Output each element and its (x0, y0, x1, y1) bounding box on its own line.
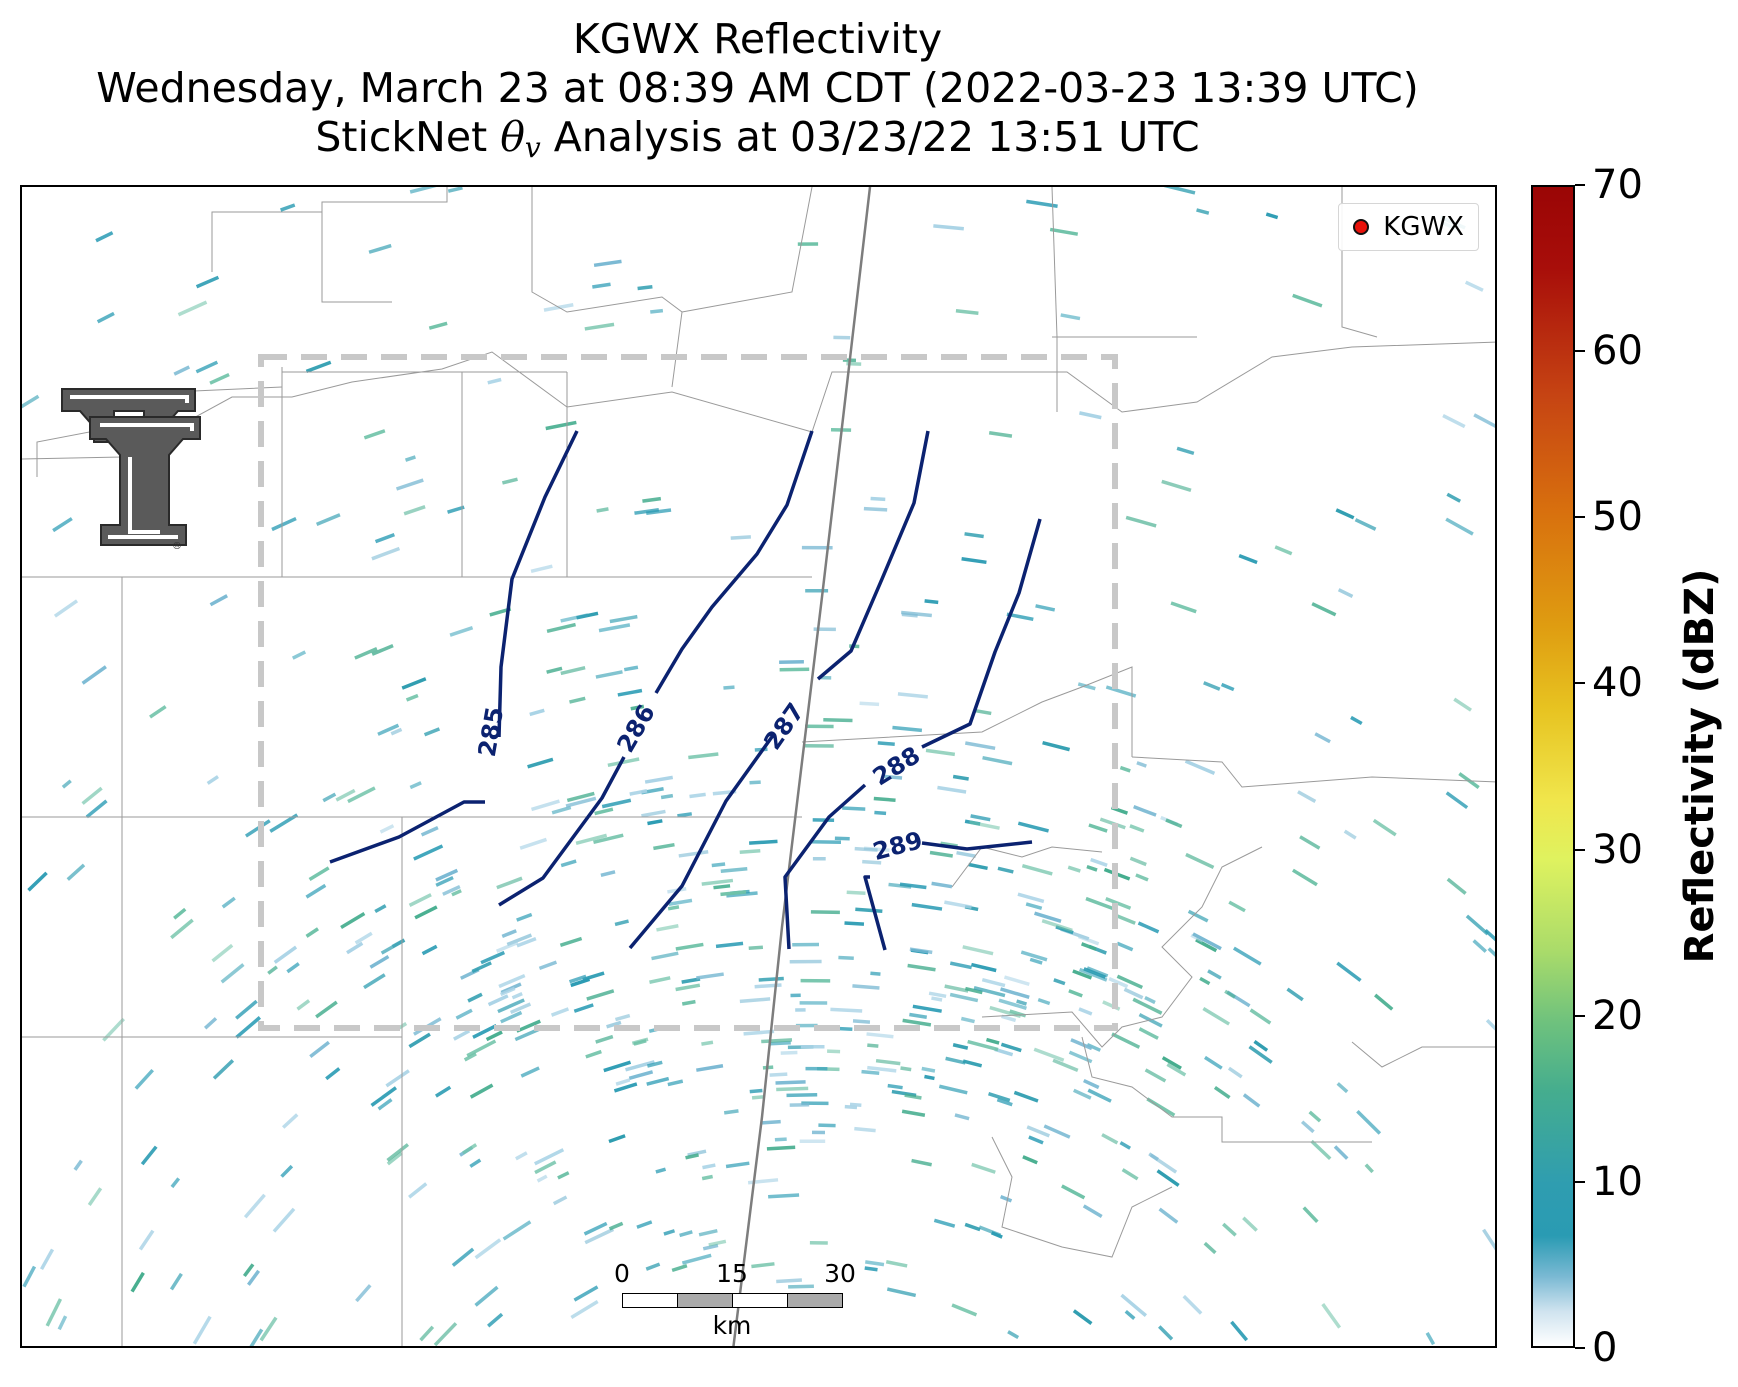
scale-tick-15: 15 (716, 1259, 748, 1288)
title-line-2: Wednesday, March 23 at 08:39 AM CDT (202… (96, 64, 1419, 112)
colorbar-tick-label: 70 (1592, 162, 1643, 208)
colorbar-label: Reflectivity (dBZ) (1677, 568, 1723, 964)
scale-segment-3 (732, 1293, 788, 1308)
title-suffix: Analysis at 03/23/22 13:51 UTC (553, 113, 1200, 161)
colorbar-tick-mark (1575, 1347, 1585, 1349)
colorbar-tick-label: 10 (1592, 1158, 1643, 1205)
analysis-domain-box (258, 354, 1118, 1031)
reflectivity-echoes (22, 187, 1495, 1346)
contour-line-286 (498, 430, 814, 907)
colorbar-tick-label: 20 (1592, 992, 1643, 1039)
colorbar-tick-mark (1575, 516, 1585, 519)
colorbar-tick-mark (1575, 350, 1585, 353)
scale-unit: km (712, 1311, 752, 1340)
title-prefix: StickNet (315, 113, 488, 161)
scale-tick-0: 0 (614, 1259, 630, 1288)
texas-tech-logo: ® (60, 387, 230, 577)
scale-segment-2 (677, 1293, 733, 1308)
contour-label-286: 286 (611, 700, 660, 757)
colorbar-tick-label: 0 (1592, 1325, 1618, 1371)
colorbar-tick-mark (1575, 1180, 1585, 1183)
colorbar-tick-mark (1575, 682, 1585, 685)
contour-line-289 (863, 840, 1033, 951)
scale-segment-1 (622, 1293, 678, 1308)
colorbar (1531, 185, 1575, 1348)
colorbar-tick-label: 30 (1592, 826, 1643, 873)
contour-label-285: 285 (473, 705, 509, 759)
title-line-1: KGWX Reflectivity (572, 15, 943, 63)
contour-label-289: 289 (870, 826, 926, 866)
colorbar-tick-label: 40 (1592, 660, 1643, 707)
legend-box: KGWX (1338, 203, 1479, 251)
scale-bar: 0 15 30 km (614, 1259, 922, 1349)
kgwx-marker-icon (1353, 219, 1370, 235)
contour-line-287 (628, 430, 930, 950)
interstate-line (732, 187, 872, 1346)
contour-line-288 (783, 518, 1042, 950)
double-t-icon: ® (61, 388, 201, 552)
colorbar-tick-mark (1575, 184, 1585, 186)
legend-label: KGWX (1383, 212, 1464, 242)
scale-tick-30: 30 (824, 1259, 856, 1288)
contour-line-285 (329, 430, 579, 864)
theta-v-contours (329, 430, 1042, 951)
colorbar-tick-mark (1575, 848, 1585, 851)
colorbar-tick-label: 50 (1592, 494, 1643, 541)
radar-map[interactable]: 285 286 287 288 289 ® KGWX (20, 185, 1497, 1348)
scale-segment-4 (787, 1293, 843, 1308)
contour-label-288: 288 (868, 741, 925, 791)
colorbar-tick-label: 60 (1592, 328, 1643, 375)
theta-subscript: v (524, 131, 541, 164)
colorbar-tick-mark (1575, 1014, 1585, 1017)
county-boundaries (22, 187, 1495, 1346)
title-line-3: StickNet θv Analysis at 03/23/22 13:51 U… (0, 114, 1515, 171)
svg-text:®: ® (172, 541, 182, 552)
theta-symbol: θ (500, 113, 525, 161)
